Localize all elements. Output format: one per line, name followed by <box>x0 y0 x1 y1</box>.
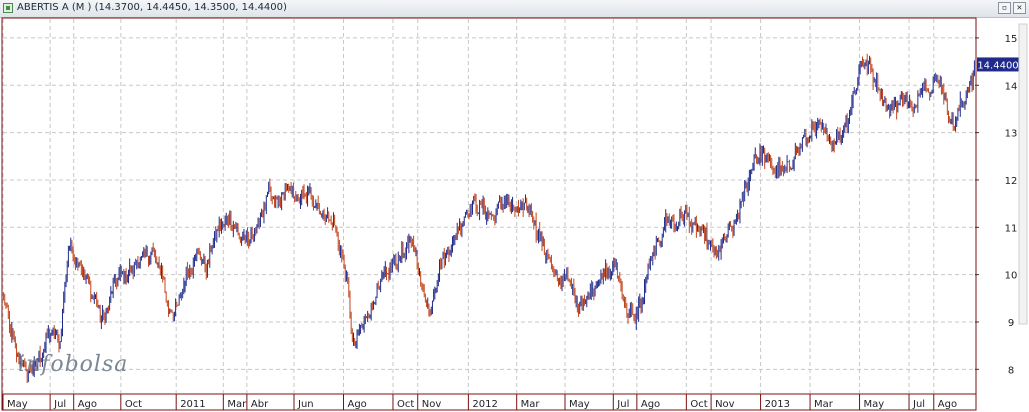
x-tick-label: 2013 <box>765 399 790 410</box>
grid <box>2 19 975 393</box>
x-tick-label: May <box>7 399 28 410</box>
chart-window-icon <box>3 3 13 13</box>
x-tick-label: Jul <box>912 399 925 410</box>
x-tick-label: Oct <box>690 399 707 410</box>
x-axis-band <box>1 393 977 411</box>
x-tick-label: Ago <box>347 399 366 410</box>
x-tick-label: May <box>864 399 885 410</box>
y-tick-label: 13 <box>1005 129 1018 140</box>
x-tick-label: Mar <box>227 399 247 410</box>
x-tick-label: Nov <box>422 399 442 410</box>
last-value-label: 14.4400 <box>977 60 1018 71</box>
x-tick-label: Jul <box>616 399 629 410</box>
y-tick-label: 11 <box>1005 223 1018 234</box>
window-title: ABERTIS A (M ) (14.3700, 14.4450, 14.350… <box>17 2 287 13</box>
x-tick-label: Abr <box>251 399 269 410</box>
x-tick-label: Nov <box>715 399 735 410</box>
x-tick-label: Ago <box>641 399 660 410</box>
price-bars <box>3 53 975 384</box>
plot-area <box>1 17 977 395</box>
x-tick-label: Mar <box>814 399 834 410</box>
x-tick-label: Jun <box>297 399 314 410</box>
y-tick-label: 14 <box>1005 81 1018 92</box>
x-tick-label: Ago <box>78 399 97 410</box>
last-value-box <box>977 57 1019 72</box>
x-tick-label: Mar <box>521 399 541 410</box>
infobolsa-logo: infobolsa <box>18 352 129 377</box>
vertical-scrollbar[interactable] <box>1018 23 1028 325</box>
close-button[interactable]: ✕ <box>1013 2 1026 14</box>
last-value-badge: 14.4400 <box>977 57 1019 72</box>
x-tick-label: May <box>569 399 590 410</box>
x-tick-label: Jul <box>53 399 66 410</box>
restore-button[interactable]: ▫ <box>998 2 1011 14</box>
y-tick-label: 12 <box>1005 176 1018 187</box>
y-tick-label: 15 <box>1005 34 1018 45</box>
x-tick-label: Oct <box>125 399 142 410</box>
x-tick-label: 2012 <box>472 399 497 410</box>
x-tick-label: Ago <box>938 399 957 410</box>
y-tick-label: 9 <box>1008 318 1014 329</box>
x-axis: May Jul Ago Oct 2011 Mar Abr Jun Ago Oct Nov 2012 Ma… <box>2 394 957 410</box>
y-tick-label: 8 <box>1008 365 1014 376</box>
y-axis: 8 9 10 11 12 13 14 15 <box>975 34 1017 376</box>
x-tick-label: Oct <box>397 399 414 410</box>
x-tick-label: 2011 <box>180 399 205 410</box>
y-tick-label: 10 <box>1005 271 1018 282</box>
